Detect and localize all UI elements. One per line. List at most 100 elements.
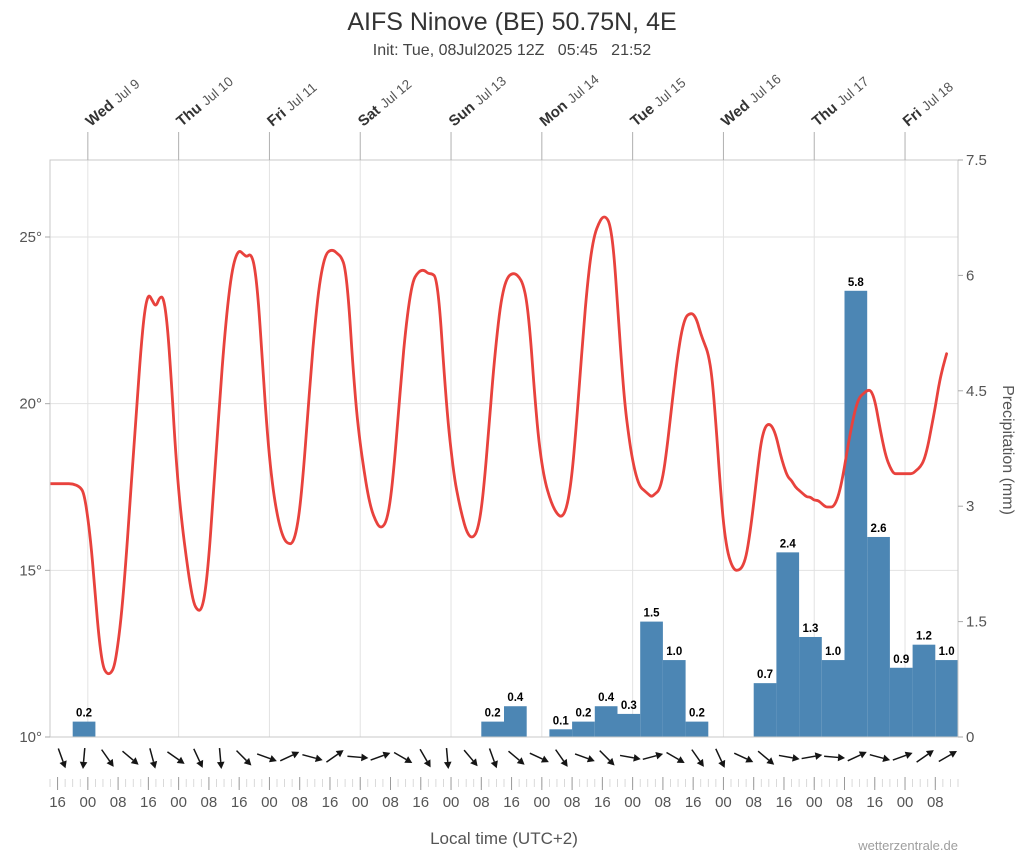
precip-bar-label: 1.0 bbox=[825, 646, 841, 658]
wind-arrow bbox=[824, 753, 846, 762]
wind-arrow bbox=[419, 748, 431, 768]
precip-bar-label: 0.2 bbox=[575, 708, 591, 720]
x-tick-label: 16 bbox=[866, 794, 883, 811]
x-tick-label: 16 bbox=[776, 794, 793, 811]
wind-arrow bbox=[529, 752, 549, 763]
wind-arrow bbox=[57, 748, 67, 769]
wind-arrow bbox=[938, 751, 957, 763]
x-tick-label: 16 bbox=[503, 794, 520, 811]
wind-arrow bbox=[801, 752, 823, 760]
wind-arrow bbox=[325, 750, 344, 763]
x-tick-label: 00 bbox=[261, 794, 278, 811]
wind-arrow bbox=[574, 753, 595, 763]
x-tick-label: 08 bbox=[564, 794, 581, 811]
x-tick-label: 08 bbox=[745, 794, 762, 811]
wind-arrow bbox=[79, 747, 88, 769]
x-tick-label: 00 bbox=[170, 794, 187, 811]
wind-arrow bbox=[122, 750, 139, 765]
precip-tick-label: 7.5 bbox=[966, 152, 987, 169]
x-tick-label: 08 bbox=[201, 794, 218, 811]
wind-arrow bbox=[166, 751, 185, 764]
precip-bar bbox=[572, 721, 595, 737]
x-tick-label: 00 bbox=[79, 794, 96, 811]
precip-bar bbox=[549, 729, 573, 737]
wind-arrow bbox=[555, 749, 568, 767]
x-tick-label: 00 bbox=[533, 794, 550, 811]
day-label: FriJul 18 bbox=[900, 78, 957, 130]
wind-arrow bbox=[236, 750, 252, 766]
x-tick-label: 16 bbox=[231, 794, 248, 811]
wind-arrow bbox=[393, 751, 413, 763]
page-title: AIFS Ninove (BE) 50.75N, 4E bbox=[347, 8, 677, 36]
wind-arrow bbox=[916, 750, 934, 763]
precip-tick-label: 3 bbox=[966, 498, 974, 515]
day-label: TueJul 15 bbox=[627, 74, 689, 130]
temp-tick-label: 20° bbox=[19, 396, 42, 413]
x-tick-label: 00 bbox=[806, 794, 823, 811]
x-tick-label: 08 bbox=[655, 794, 672, 811]
day-label: SunJul 13 bbox=[446, 72, 510, 130]
temp-tick-label: 10° bbox=[19, 729, 42, 746]
x-tick-label: 00 bbox=[443, 794, 460, 811]
precip-bar-label: 0.7 bbox=[757, 669, 773, 681]
precip-bar-label: 0.2 bbox=[76, 708, 92, 720]
wind-arrow bbox=[599, 750, 615, 766]
temp-tick-label: 25° bbox=[19, 229, 42, 246]
precip-bar bbox=[844, 290, 868, 737]
precip-bar bbox=[481, 721, 504, 737]
day-label: WedJul 9 bbox=[82, 75, 143, 130]
day-label: WedJul 16 bbox=[718, 70, 784, 130]
wind-arrow bbox=[216, 747, 225, 769]
precip-bar-label: 2.4 bbox=[780, 538, 797, 550]
wind-arrow bbox=[193, 748, 204, 768]
precip-bar-label: 0.2 bbox=[689, 708, 705, 720]
wind-arrow bbox=[149, 748, 158, 769]
wind-arrow bbox=[869, 753, 891, 762]
wind-arrow bbox=[302, 753, 323, 762]
precip-bar-label: 1.5 bbox=[644, 608, 661, 620]
watermark: wetterzentrale.de bbox=[858, 838, 958, 853]
x-tick-label: 08 bbox=[836, 794, 853, 811]
precip-bar bbox=[594, 706, 618, 737]
x-tick-label: 00 bbox=[352, 794, 369, 811]
precip-bar bbox=[504, 706, 527, 737]
precip-bar-label: 0.4 bbox=[507, 692, 524, 704]
precip-bar-label: 2.6 bbox=[871, 523, 887, 535]
x-tick-label: 08 bbox=[473, 794, 490, 811]
x-tick-label: 00 bbox=[624, 794, 641, 811]
precip-tick-label: 4.5 bbox=[966, 383, 987, 400]
x-tick-label: 08 bbox=[927, 794, 944, 811]
wind-arrow bbox=[715, 748, 726, 768]
x-tick-label: 16 bbox=[685, 794, 702, 811]
wind-arrow bbox=[443, 747, 452, 769]
precip-bar bbox=[617, 713, 641, 737]
x-tick-label: 00 bbox=[715, 794, 732, 811]
wind-arrow bbox=[101, 749, 114, 767]
day-label: ThuJul 17 bbox=[809, 73, 872, 130]
precip-bar bbox=[662, 660, 686, 737]
precip-bar bbox=[753, 683, 777, 737]
precip-tick-label: 6 bbox=[966, 267, 974, 284]
precip-bar-label: 5.8 bbox=[848, 277, 865, 289]
wind-arrow bbox=[488, 748, 498, 769]
precip-bar bbox=[821, 660, 845, 737]
day-label: SatJul 12 bbox=[355, 76, 415, 130]
x-tick-label: 08 bbox=[382, 794, 399, 811]
day-label: MonJul 14 bbox=[536, 71, 602, 131]
x-tick-label: 08 bbox=[291, 794, 308, 811]
wind-arrow bbox=[666, 751, 685, 763]
x-tick-label: 08 bbox=[110, 794, 127, 811]
precip-bar bbox=[799, 636, 822, 737]
precip-bar bbox=[935, 660, 958, 737]
temp-tick-label: 15° bbox=[19, 562, 42, 579]
temperature-line bbox=[50, 215, 948, 676]
wind-arrow bbox=[463, 749, 478, 767]
wind-arrow bbox=[279, 751, 300, 762]
x-axis-label: Local time (UTC+2) bbox=[430, 829, 578, 848]
precip-bar-label: 1.0 bbox=[939, 646, 955, 658]
init-subtitle: Init: Tue, 08Jul2025 12Z 05:45 21:52 bbox=[372, 42, 652, 59]
wind-arrow bbox=[347, 753, 369, 762]
precip-bar bbox=[776, 552, 800, 737]
precip-tick-label: 1.5 bbox=[966, 614, 987, 631]
